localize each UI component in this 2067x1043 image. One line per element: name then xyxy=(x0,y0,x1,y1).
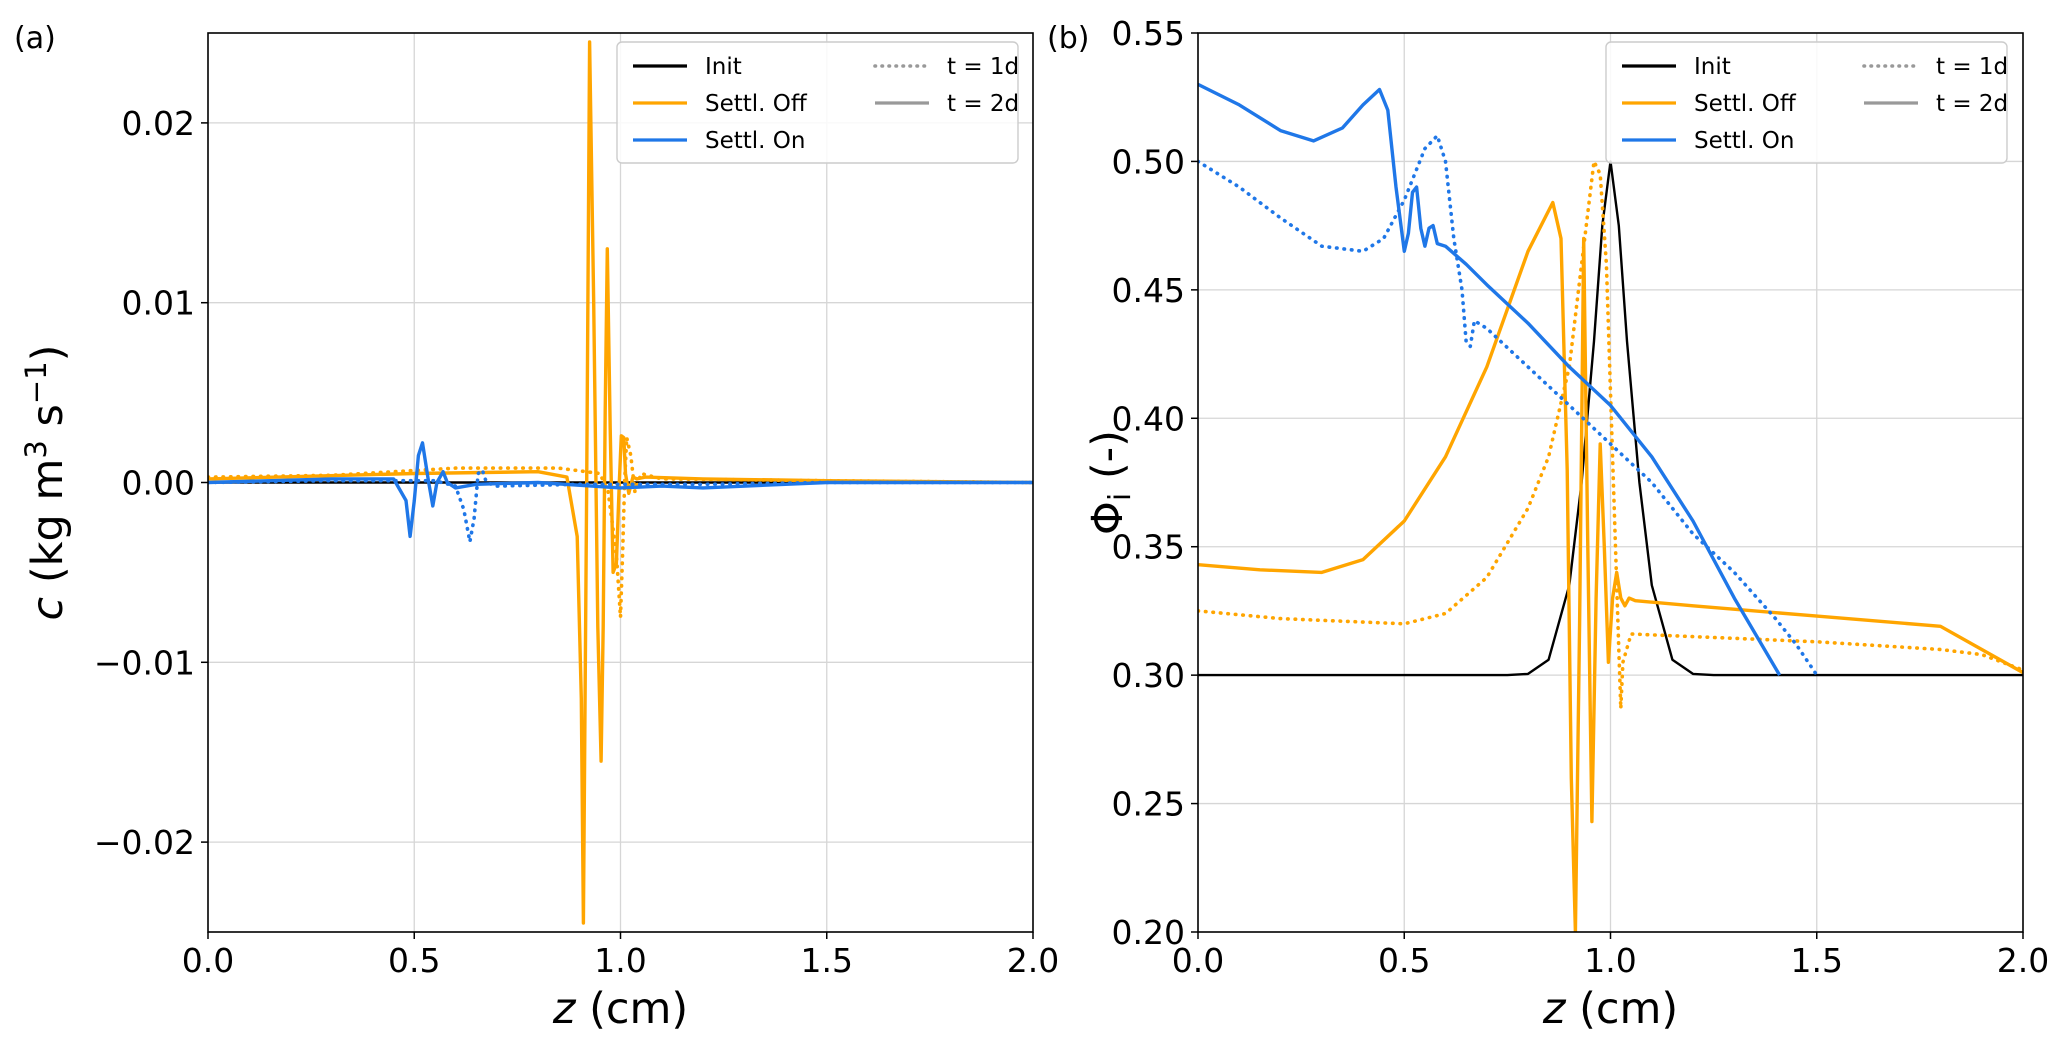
legend-box xyxy=(616,41,1019,164)
legend: Init Settl. Off Settl. On t = 1d t = 2d xyxy=(1605,41,2008,164)
legend-label: Settl. Off xyxy=(1694,91,1797,117)
legend-label: Settl. On xyxy=(705,128,805,154)
legend-label: t = 1d xyxy=(1936,54,2008,80)
series-line-settl-on-t1d xyxy=(1198,133,1819,677)
series-line-settl-off-t1d xyxy=(1198,159,2023,711)
x-tick-label: 2.0 xyxy=(1997,941,2049,980)
series-group xyxy=(208,40,1033,925)
series-line-settl-off-t1d xyxy=(208,435,1033,620)
y-tick-label: −0.02 xyxy=(94,823,195,862)
series-line-settl-off-t2d xyxy=(208,40,1033,925)
y-tick-label: 0.20 xyxy=(1112,913,1185,952)
y-axis-label: Φi (-) xyxy=(1083,430,1138,535)
panel-label: (b) xyxy=(1047,21,1089,56)
series-line-settl-on-t2d xyxy=(1198,82,1782,676)
y-tick-label: −0.01 xyxy=(94,643,195,682)
y-tick-label: 0.50 xyxy=(1112,142,1185,181)
legend-label: Settl. On xyxy=(1694,128,1794,154)
panel-a: 0.0 0.5 1.0 1.5 2.0 −0.02 −0.01 0.00 0.01 0.02 (a)… xyxy=(14,21,1059,1034)
legend-box xyxy=(1605,41,2008,164)
y-tick-label: 0.40 xyxy=(1112,399,1185,438)
panel-label: (a) xyxy=(14,21,56,56)
legend-label: Init xyxy=(705,54,742,80)
legend-label: t = 2d xyxy=(947,91,1019,117)
x-tick-label: 0.0 xyxy=(1172,941,1224,980)
series-line-settl-on-t2d xyxy=(208,441,1033,539)
legend: Init Settl. Off Settl. On t = 1d t = 2d xyxy=(616,41,1019,164)
y-tick-label: 0.02 xyxy=(122,104,195,143)
legend-label: t = 2d xyxy=(1936,91,2008,117)
y-tick-label: 0.45 xyxy=(1112,271,1185,310)
x-tick-label: 1.0 xyxy=(1584,941,1636,980)
x-axis-label: z (cm) xyxy=(1542,984,1678,1034)
y-tick-label: 0.55 xyxy=(1112,14,1185,53)
y-tick-label: 0.35 xyxy=(1112,528,1185,567)
y-axis-label: c (kg m3 s−1) xyxy=(19,345,73,621)
legend-label: t = 1d xyxy=(947,54,1019,80)
x-tick-label: 0.5 xyxy=(388,941,440,980)
y-tick-label: 0.30 xyxy=(1112,656,1185,695)
series-line-settl-off-t2d xyxy=(1198,200,2023,932)
series-line-settl-on-t1d xyxy=(208,468,1033,544)
y-tick-label: 0.25 xyxy=(1112,785,1185,824)
x-tick-label: 0.5 xyxy=(1378,941,1430,980)
y-tick-label: 0.00 xyxy=(122,464,195,503)
x-tick-label: 2.0 xyxy=(1007,941,1059,980)
x-tick-label: 0.0 xyxy=(182,941,234,980)
x-tick-label: 1.0 xyxy=(594,941,646,980)
legend-label: Settl. Off xyxy=(705,91,808,117)
legend-label: Init xyxy=(1694,54,1731,80)
x-tick-label: 1.5 xyxy=(1791,941,1843,980)
y-tick-label: 0.01 xyxy=(122,284,195,323)
x-tick-label: 1.5 xyxy=(801,941,853,980)
x-axis-label: z (cm) xyxy=(552,984,688,1034)
panel-b: 0.0 0.5 1.0 1.5 2.0 0.20 0.25 0.30 0.35 0.40 0.45 0… xyxy=(1047,14,2049,1034)
